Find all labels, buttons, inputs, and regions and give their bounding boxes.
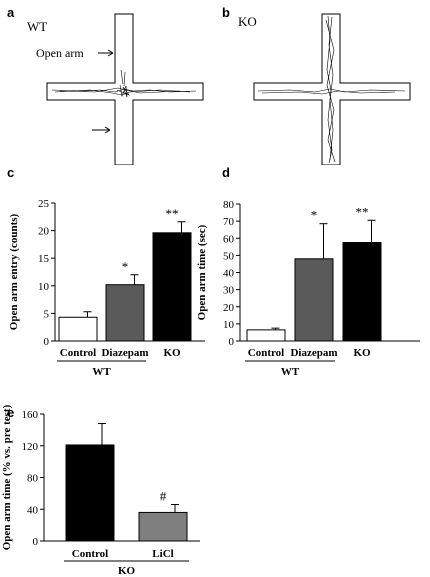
mazes-svg (46, 13, 411, 165)
chart-e-category-label: LiCl (152, 548, 173, 560)
maze-ko-tracking (257, 15, 406, 164)
maze-ko-title: KO (238, 14, 257, 29)
chart-d-category-label: KO (353, 347, 371, 359)
chart-e-bar (65, 444, 115, 542)
chart-c-bar (105, 284, 145, 342)
chart-c-y-tick-label: 0 (44, 336, 50, 348)
chart-d-category-label: Control (248, 347, 284, 359)
chart-c-y-tick-label: 25 (38, 198, 50, 210)
chart-e-category-label: Control (72, 548, 108, 560)
chart-c-significance: * (122, 259, 129, 274)
chart-d-y-tick-label: 60 (223, 233, 235, 245)
chart-e-group: 0 40 80 120 160 Open arm time (% vs. pre test… (1, 404, 200, 577)
chart-d-y-tick-label: 50 (223, 250, 235, 262)
maze-wt-outline (46, 13, 204, 165)
open-arm-annotation: Open arm (36, 46, 84, 60)
chart-d-bar (294, 258, 334, 342)
chart-c-group-label: WT (92, 366, 111, 378)
chart-e-bar (138, 511, 188, 542)
chart-c-bar (152, 232, 192, 342)
maze-ko-outline (253, 13, 411, 165)
maze-wt-tracking (51, 69, 197, 98)
panel-d-label: d (222, 165, 230, 180)
chart-d-y-tick-label: 80 (223, 199, 235, 211)
chart-c-category-label: KO (163, 347, 181, 359)
chart-d-significance: * (311, 208, 318, 223)
chart-d-bar (246, 329, 286, 342)
maze-ko (253, 13, 411, 165)
chart-e-group-label: KO (118, 565, 136, 577)
panel-e-label: e (7, 405, 15, 420)
arrow-closed-arm-head (104, 126, 111, 134)
chart-e-y-tick-label: 80 (27, 473, 39, 485)
chart-c-y-tick-label: 10 (38, 281, 50, 293)
chart-d-group-label: WT (281, 366, 300, 378)
chart-e-significance: # (160, 488, 167, 503)
chart-e-y-tick-label: 160 (22, 409, 39, 421)
chart-e-y-tick-label: 0 (33, 536, 39, 548)
chart-e-y-tick-label: 120 (22, 441, 39, 453)
chart-c-y-tick-label: 20 (38, 226, 50, 238)
maze-wt-title: WT (27, 19, 48, 34)
chart-c-y-tick-label: 5 (44, 308, 50, 320)
panel-c-label: c (7, 165, 15, 180)
chart-e-y-tick-label: 40 (27, 504, 39, 516)
chart-c-group: 0 5 10 15 20 25 Open arm entry (counts) Control… (8, 198, 205, 378)
chart-d-y-tick-label: 20 (223, 302, 235, 314)
panel-a-label: a (7, 5, 15, 20)
maze-wt (46, 13, 204, 165)
chart-d-y-tick-label: 40 (223, 268, 235, 280)
chart-d-y-tick-label: 70 (223, 216, 235, 228)
arrow-open-arm-head (107, 49, 114, 57)
chart-c-y-label: Open arm entry (counts) (8, 213, 20, 330)
chart-c-bar (58, 316, 98, 342)
chart-d-category-label: Diazepam (290, 347, 337, 359)
chart-c-significance: ** (166, 206, 179, 221)
chart-d-bar (342, 242, 382, 342)
chart-d-significance: ** (356, 204, 369, 219)
chart-d-y-label: Open arm time (sec) (196, 224, 208, 320)
chart-d-y-tick-label: 30 (223, 285, 235, 297)
chart-e-y-label: Open arm time (% vs. pre test) (1, 404, 13, 550)
chart-c-y-tick-label: 15 (38, 253, 50, 265)
chart-c-category-label: Control (60, 347, 96, 359)
chart-d-y-tick-label: 10 (223, 319, 235, 331)
chart-d-group: 0 10 20 30 40 50 60 70 80 Open arm time (sec) Cont… (196, 199, 420, 378)
panel-b-label: b (222, 5, 230, 20)
chart-d-y-tick-label: 0 (229, 336, 235, 348)
chart-c-category-label: Diazepam (101, 347, 148, 359)
